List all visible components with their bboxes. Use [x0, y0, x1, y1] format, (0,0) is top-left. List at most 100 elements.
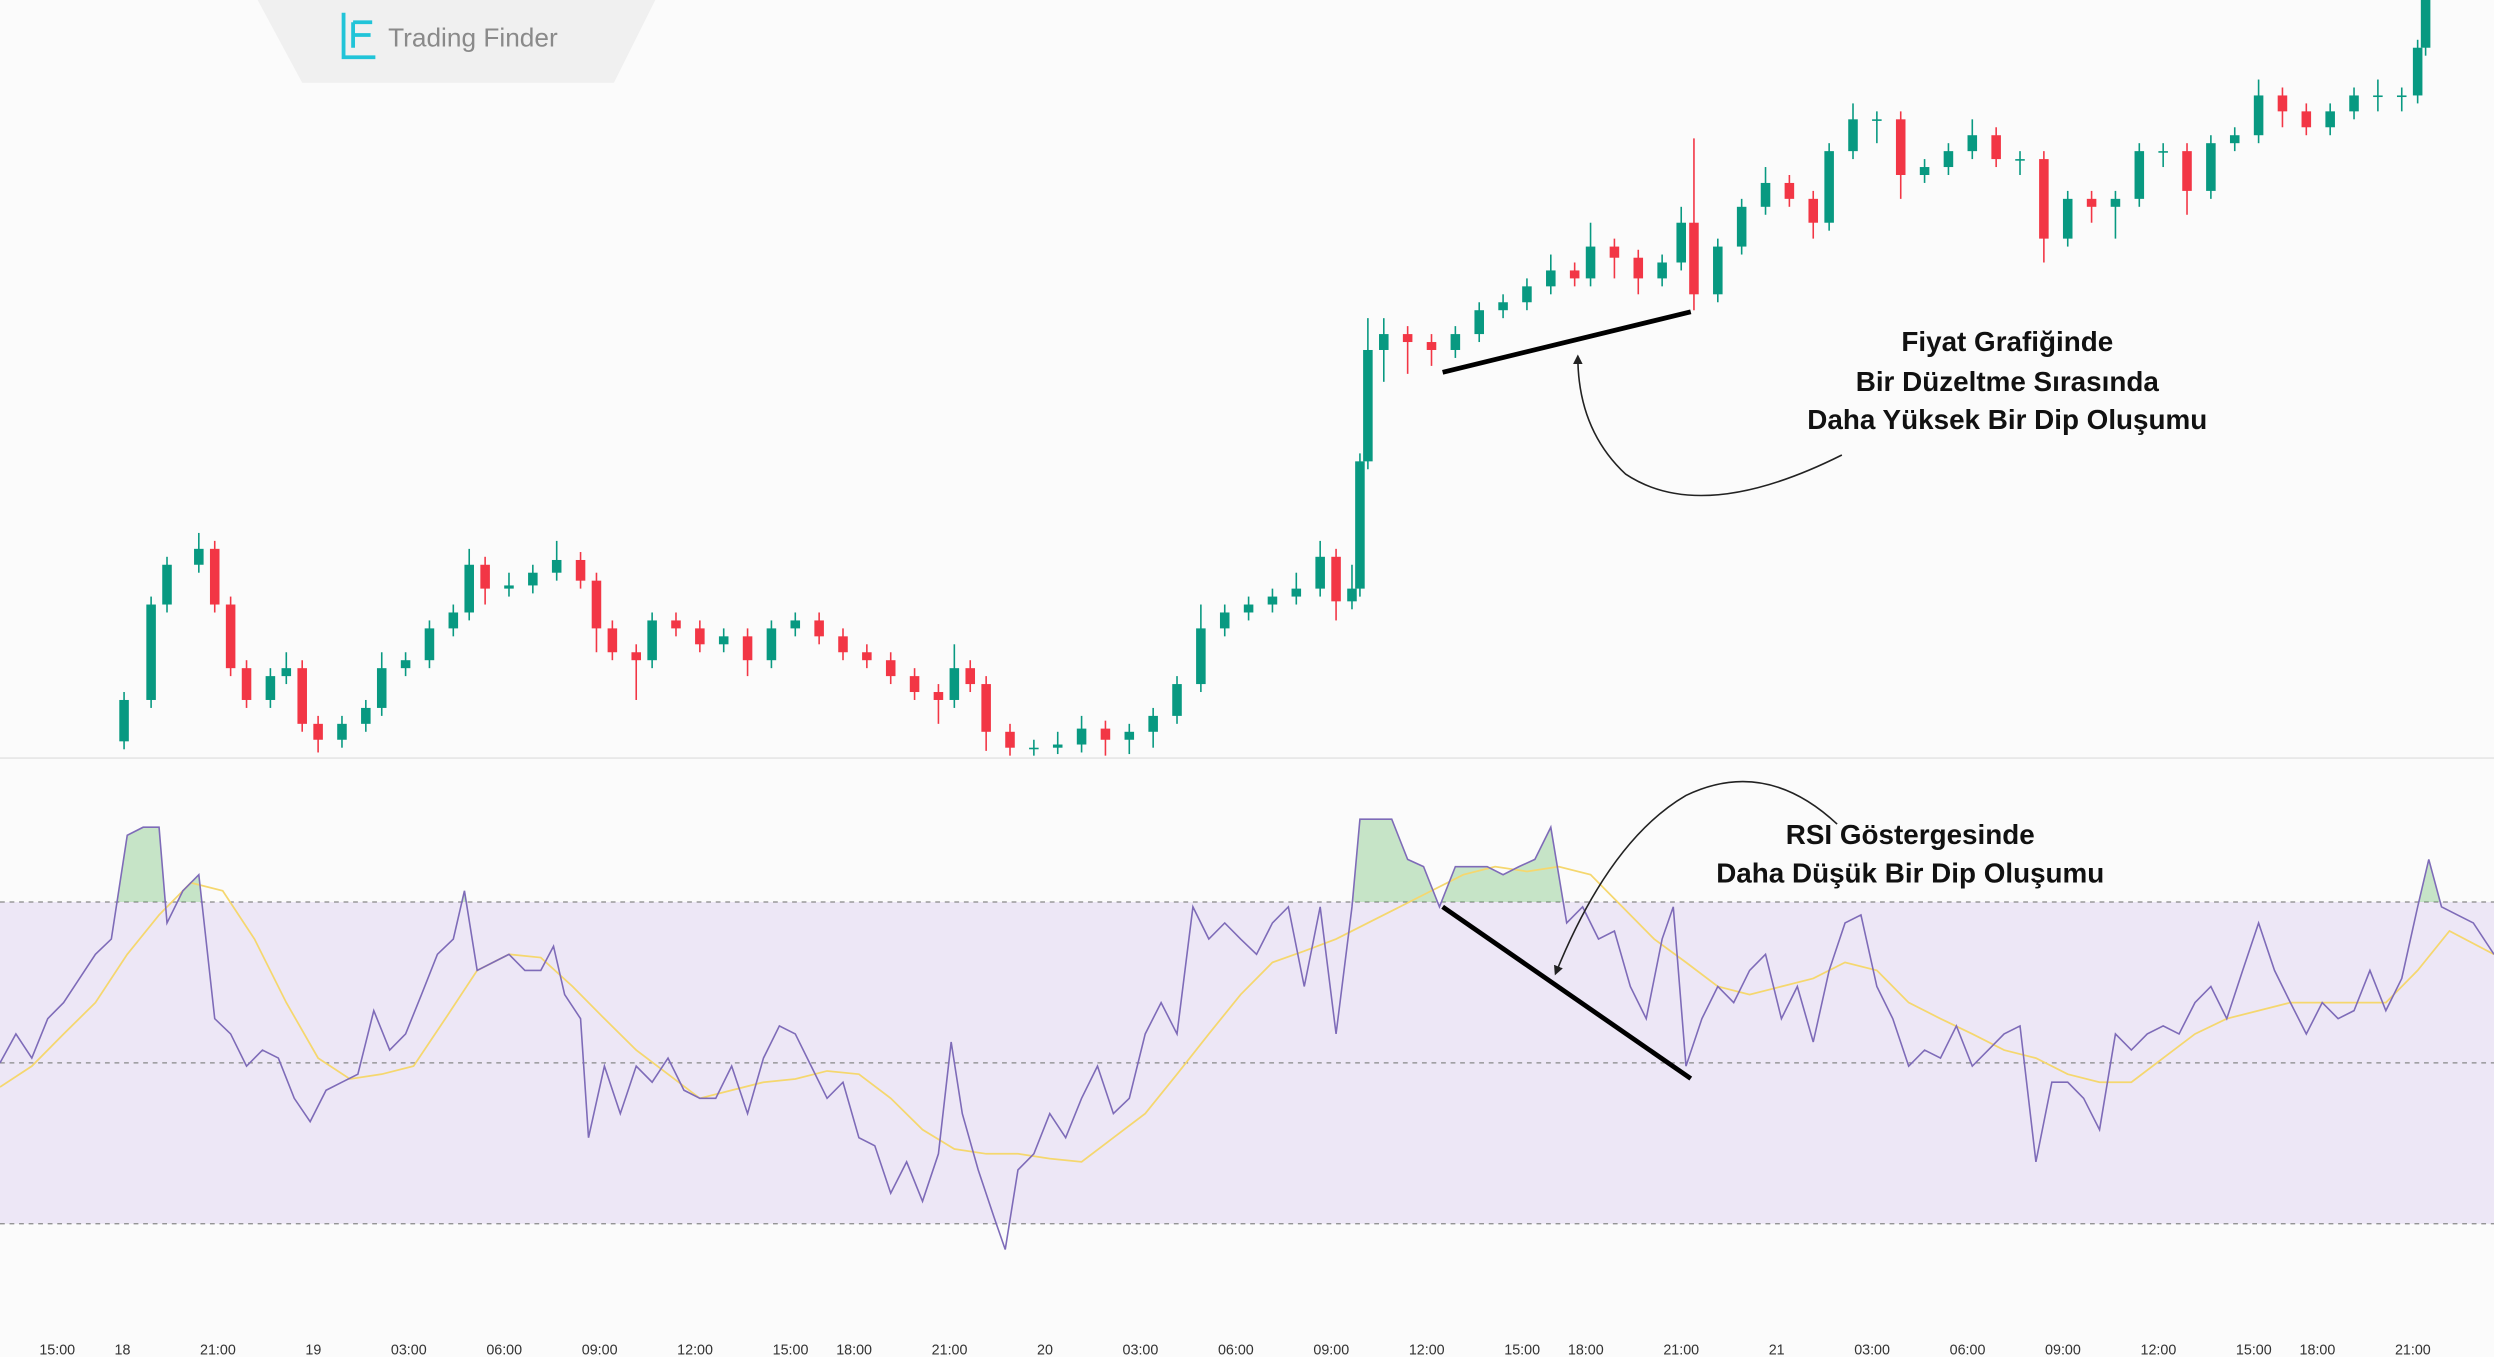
- candle-body: [909, 676, 920, 693]
- candle-body: [1498, 302, 1508, 311]
- candle-body: [949, 668, 960, 700]
- candle-body: [297, 668, 307, 724]
- candle-body: [1100, 728, 1111, 740]
- candle-body: [1848, 119, 1858, 152]
- candle-body: [2134, 151, 2145, 199]
- x-tick-label: 18:00: [1568, 1342, 1604, 1357]
- candle-body: [1522, 286, 1532, 303]
- candle-body: [1379, 334, 1389, 350]
- candle-body: [1315, 556, 1325, 589]
- x-tick-label: 03:00: [391, 1342, 427, 1357]
- x-tick-label: 20: [1037, 1342, 1053, 1357]
- candle-body: [2229, 135, 2240, 144]
- rsi-ma-line: [0, 865, 2494, 1163]
- candle-body: [1172, 684, 1182, 716]
- x-tick-label: 18:00: [2300, 1342, 2336, 1357]
- candle-body: [933, 692, 944, 700]
- candle-body: [695, 628, 705, 645]
- x-tick-label: 03:00: [1854, 1342, 1890, 1357]
- candle-body: [575, 559, 586, 581]
- candle-body: [2412, 47, 2423, 96]
- candle-body: [766, 628, 777, 661]
- candle-body: [119, 699, 129, 742]
- candle-body: [1713, 246, 1723, 295]
- candle-body: [2039, 159, 2049, 239]
- candle-body: [1355, 461, 1365, 589]
- candle-body: [2420, 0, 2431, 48]
- candle-body: [1331, 556, 1341, 602]
- candle-body: [1196, 628, 1206, 685]
- candle-body: [671, 620, 681, 629]
- candle-body: [1609, 246, 1620, 258]
- candle-body: [209, 548, 220, 605]
- candle-body: [313, 723, 323, 740]
- candle-body: [2158, 151, 2168, 153]
- candle-body: [1784, 182, 1795, 199]
- x-tick-label: 12:00: [677, 1342, 713, 1357]
- candle-body: [2373, 95, 2383, 98]
- candle-body: [1029, 747, 1039, 750]
- candle-body: [2062, 198, 2073, 239]
- candle-body: [1267, 596, 1278, 605]
- candle-body: [504, 585, 514, 589]
- candle-body: [814, 620, 824, 637]
- candle-body: [1347, 588, 1357, 602]
- candle-body: [2349, 95, 2359, 112]
- x-tick-label: 09:00: [582, 1342, 618, 1357]
- candle-body: [551, 559, 562, 573]
- candle-body: [742, 636, 753, 661]
- x-tick-label: 21:00: [2395, 1342, 2431, 1357]
- candle-body: [225, 604, 236, 669]
- annotation-line: RSI Göstergesinde: [1786, 819, 2035, 850]
- rsi-trendline: [1441, 904, 1693, 1081]
- candle-body: [1291, 588, 1302, 597]
- rsi-arrow: [1554, 780, 1838, 976]
- candle-body: [862, 652, 872, 661]
- candle-body: [1676, 222, 1686, 263]
- x-tick-label: 21:00: [932, 1342, 968, 1357]
- candle-body: [790, 620, 801, 629]
- candle-body: [1546, 270, 1556, 287]
- candle-body: [480, 564, 490, 589]
- candle-body: [1943, 151, 1954, 168]
- candle-body: [1967, 135, 1978, 152]
- candle-body: [2110, 198, 2121, 207]
- candle-body: [1124, 731, 1135, 740]
- x-tick-label: 12:00: [2141, 1342, 2177, 1357]
- candle-body: [376, 668, 387, 708]
- candle-body: [2182, 151, 2192, 191]
- candle-body: [981, 684, 991, 732]
- x-tick-label: 15:00: [39, 1342, 75, 1357]
- candle-body: [965, 668, 976, 685]
- candle-body: [528, 572, 538, 586]
- candle-body: [1991, 135, 2001, 160]
- annotation-line: Daha Yüksek Bir Dip Oluşumu: [1807, 404, 2207, 435]
- annotation-line: Fiyat Grafiğinde: [1901, 326, 2113, 357]
- candle-body: [2396, 95, 2407, 98]
- x-tick-label: 18:00: [836, 1342, 872, 1357]
- x-tick-label: 03:00: [1123, 1342, 1159, 1357]
- candle-body: [1243, 604, 1254, 613]
- candle-body: [1585, 246, 1596, 279]
- candle-body: [1402, 334, 1413, 343]
- candle-body: [1760, 182, 1771, 207]
- candle-body: [1689, 222, 1699, 295]
- candle-body: [1657, 262, 1667, 279]
- candle-body: [2301, 111, 2312, 128]
- candle-body: [337, 723, 347, 740]
- candle-body: [1076, 728, 1087, 745]
- candle-body: [1426, 342, 1437, 350]
- x-tick-label: 06:00: [486, 1342, 522, 1357]
- candle-body: [424, 628, 435, 661]
- candle-body: [591, 580, 602, 629]
- candle-body: [885, 660, 896, 677]
- x-tick-label: 06:00: [1218, 1342, 1254, 1357]
- candle-body: [2015, 159, 2025, 161]
- candle-body: [400, 660, 411, 669]
- candle-body: [2206, 143, 2216, 191]
- x-tick-label: 09:00: [1313, 1342, 1349, 1357]
- candle-body: [1736, 206, 1747, 247]
- x-tick-label: 06:00: [1950, 1342, 1986, 1357]
- candle-body: [1363, 349, 1373, 462]
